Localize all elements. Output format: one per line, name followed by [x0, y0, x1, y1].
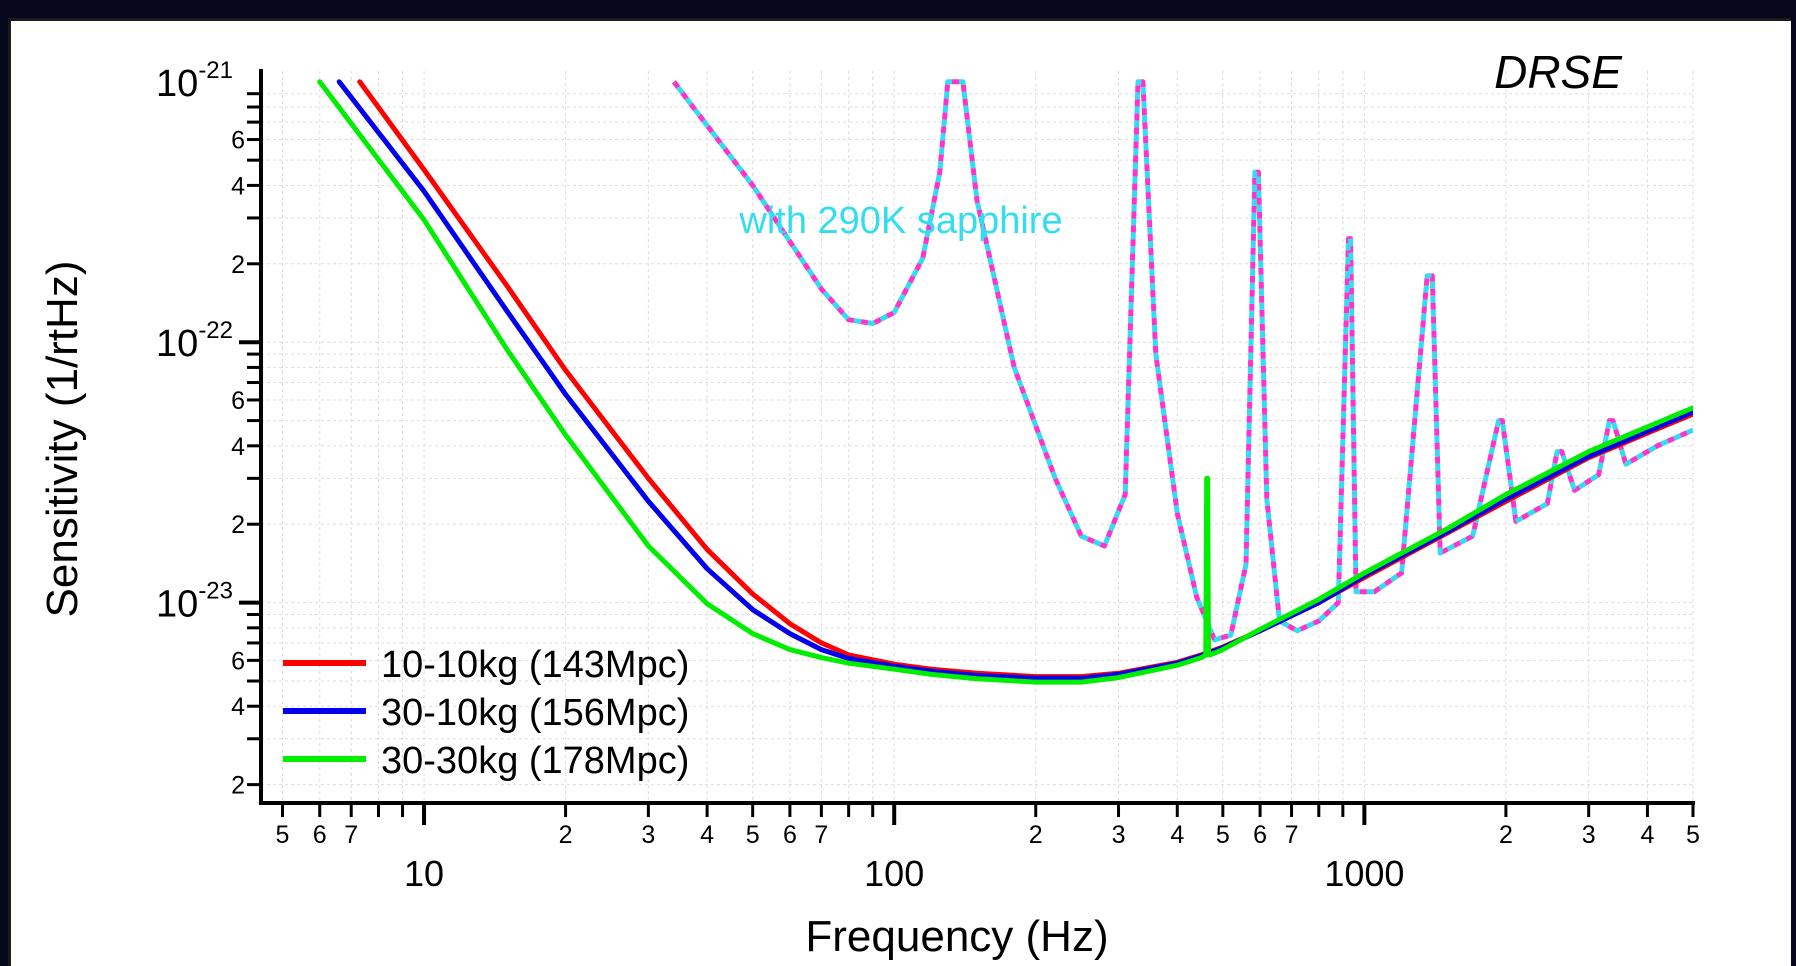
chart-title: DRSE — [1494, 46, 1623, 98]
x-minor-tick-label: 7 — [814, 821, 828, 849]
x-minor-tick-label: 2 — [559, 821, 573, 849]
y-minor-tick-label: 6 — [231, 387, 245, 415]
x-minor-tick-label: 7 — [1285, 821, 1299, 849]
x-minor-tick-label: 3 — [1112, 821, 1126, 849]
x-minor-tick-label: 5 — [1686, 821, 1700, 849]
series-line-10-10kg — [357, 79, 1693, 680]
x-minor-tick-label: 5 — [276, 821, 290, 849]
resonance-series-line — [671, 79, 1693, 643]
y-minor-tick-label: 6 — [231, 127, 245, 155]
y-axis-ticks: 6 4 2 6 4 2 6 4 2 10-21 10-22 10-23 — [156, 57, 261, 800]
x-axis-ticks: 5 6 7 2 3 4 5 6 7 2 3 4 5 6 7 2 3 4 510 100 1000 — [276, 803, 1700, 894]
legend-label: 10-10kg (143Mpc) — [381, 644, 689, 686]
series-line-30-10kg — [336, 79, 1693, 681]
x-minor-tick-label: 3 — [641, 821, 655, 849]
x-minor-tick-label: 6 — [313, 821, 327, 849]
x-minor-tick-label: 4 — [1640, 821, 1654, 849]
plot-area — [317, 79, 1693, 685]
sensitivity-chart: 5 6 7 2 3 4 5 6 7 2 3 4 5 6 7 2 3 4 510 100 1000 64264264210… — [38, 46, 1700, 961]
legend: 10-10kg (143Mpc) 30-10kg (156Mpc) 30-30kg … — [283, 644, 689, 782]
x-minor-tick-label: 5 — [1216, 821, 1230, 849]
series-line-30-30kg — [317, 79, 1693, 685]
y-axis-title: Sensitivity (1/rtHz) — [38, 261, 87, 618]
x-axis-title: Frequency (Hz) — [805, 912, 1108, 961]
x-minor-tick-label: 6 — [783, 821, 797, 849]
chart-panel: 5 6 7 2 3 4 5 6 7 2 3 4 5 6 7 2 3 4 5 10 100 1000 6 4 2 6 4 2 6 4 2 10… — [8, 18, 1791, 966]
x-minor-tick-label: 2 — [1499, 821, 1513, 849]
y-major-tick-label: 10-22 — [156, 317, 233, 365]
legend-label: 30-10kg (156Mpc) — [381, 692, 689, 734]
x-minor-tick-label: 6 — [1253, 821, 1267, 849]
x-major-tick-label: 1000 — [1324, 853, 1404, 894]
x-minor-tick-label: 4 — [700, 821, 714, 849]
y-minor-tick-label: 6 — [231, 647, 245, 675]
y-minor-tick-label: 2 — [231, 511, 245, 539]
x-major-tick-label: 10 — [404, 853, 444, 894]
x-minor-tick-label: 5 — [746, 821, 760, 849]
y-minor-tick-label: 2 — [231, 251, 245, 279]
x-minor-tick-label: 4 — [1170, 821, 1184, 849]
legend-label: 30-30kg (178Mpc) — [381, 740, 689, 782]
y-major-tick-label: 10-23 — [156, 578, 233, 626]
y-minor-tick-label: 4 — [231, 693, 245, 721]
y-minor-tick-label: 2 — [231, 772, 245, 800]
x-minor-tick-label: 2 — [1029, 821, 1043, 849]
annotation-label: with 290K sapphire — [738, 200, 1062, 242]
x-minor-tick-label: 7 — [344, 821, 358, 849]
y-major-tick-label: 10-21 — [156, 57, 233, 105]
x-major-tick-label: 100 — [864, 853, 924, 894]
x-minor-tick-label: 3 — [1582, 821, 1596, 849]
resonance-series-line — [671, 79, 1693, 643]
grid — [261, 71, 1694, 803]
y-minor-tick-label: 4 — [231, 433, 245, 461]
y-minor-tick-label: 4 — [231, 172, 245, 200]
